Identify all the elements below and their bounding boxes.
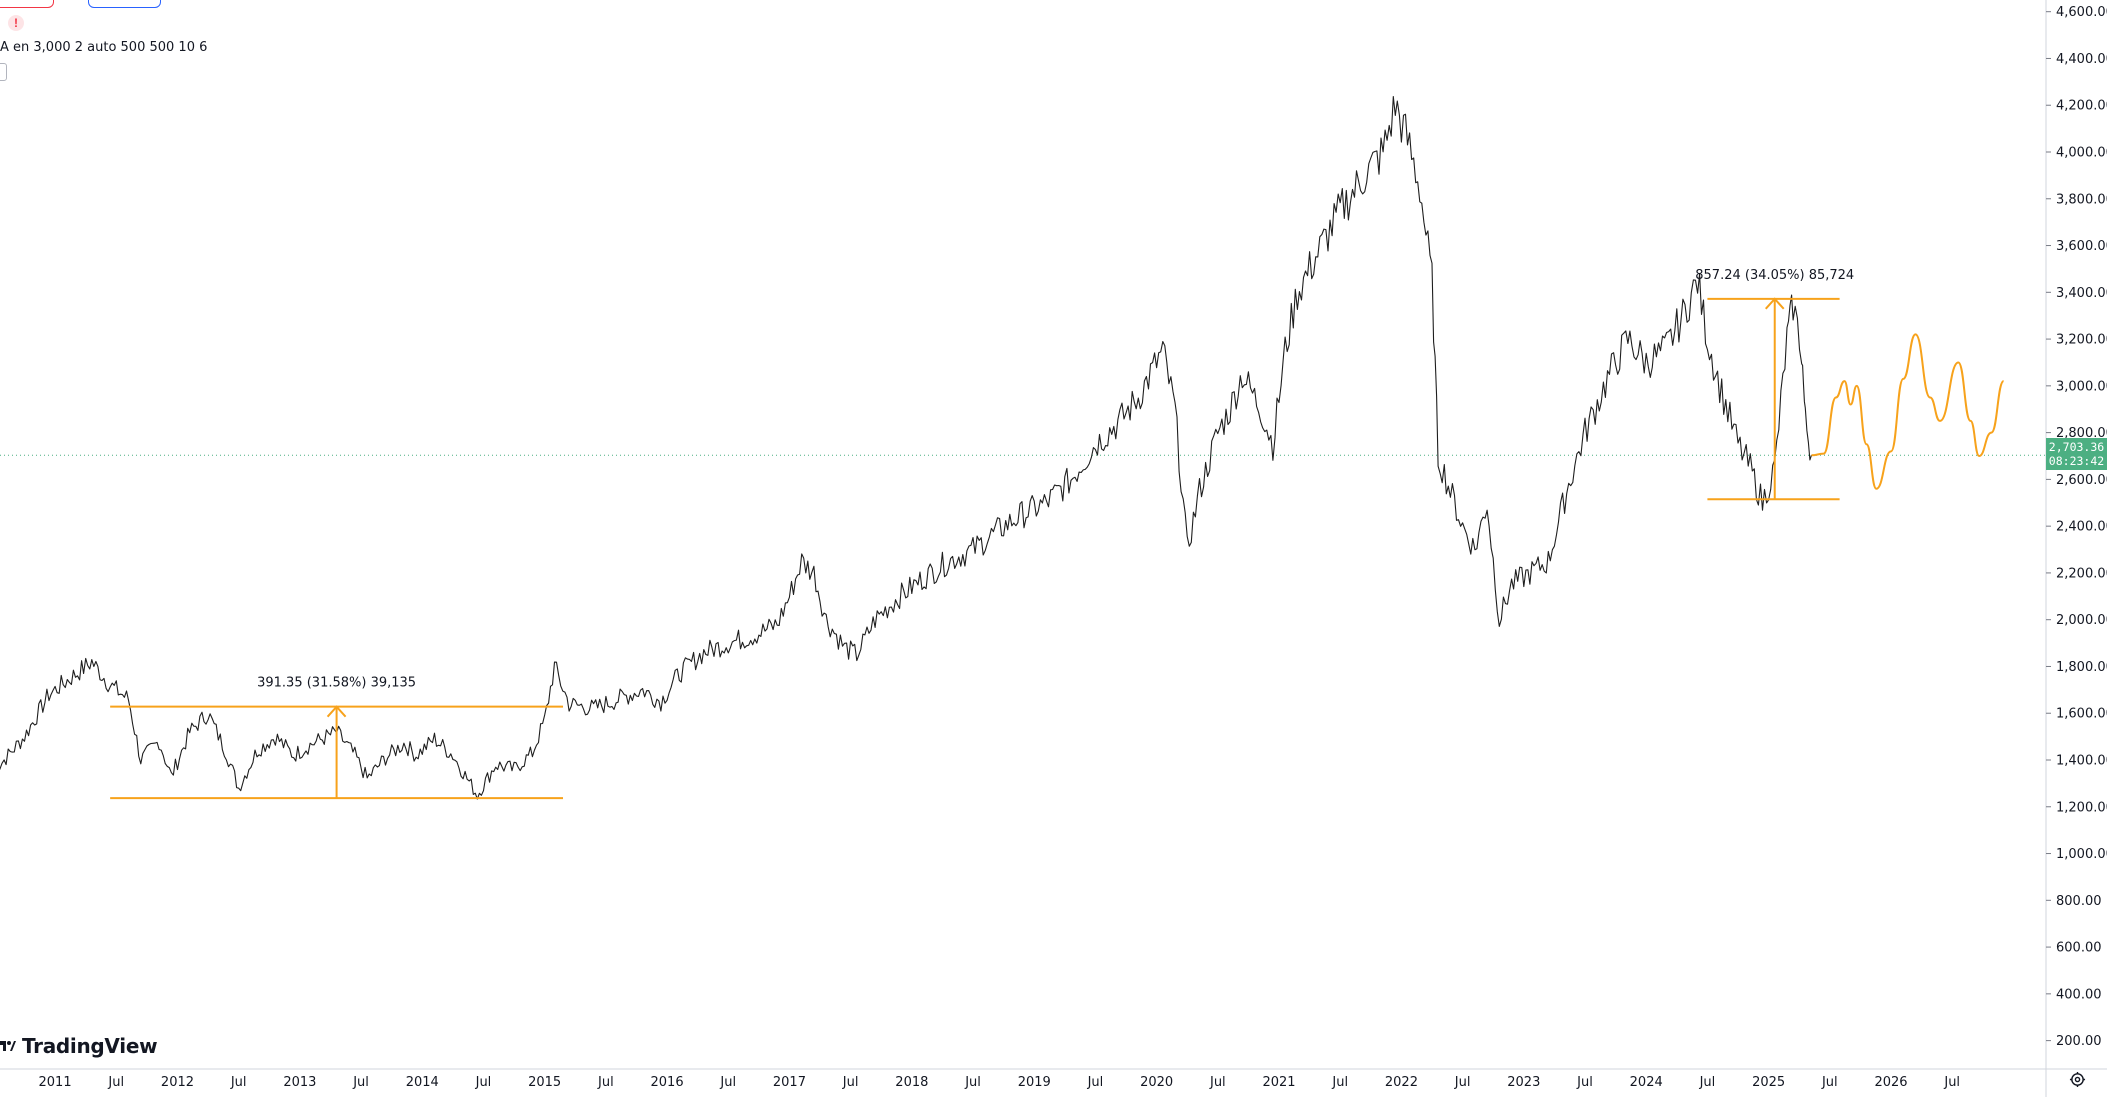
collapse-legend-button[interactable] [0, 63, 7, 81]
time-axis-label: Jul [1821, 1075, 1838, 1090]
time-axis-label: 2015 [528, 1075, 561, 1090]
price-axis-label: 3,200.00 [2056, 333, 2107, 348]
time-axis-label: Jul [352, 1075, 369, 1090]
time-axis-label: Jul [1331, 1075, 1348, 1090]
price-axis-label: 2,000.00 [2056, 613, 2107, 628]
price-axis-label: 4,200.00 [2056, 99, 2107, 114]
price-axis-label: 1,400.00 [2056, 754, 2107, 769]
time-axis-label: 2024 [1630, 1075, 1663, 1090]
price-axis-label: 1,000.00 [2056, 847, 2107, 862]
price-axis-label: 800.00 [2056, 894, 2102, 909]
price-axis-label: 3,800.00 [2056, 192, 2107, 207]
price-axis-label: 4,600.00 [2056, 5, 2107, 20]
measure-label: 391.35 (31.58%) 39,135 [257, 676, 416, 691]
time-axis-label: 2013 [283, 1075, 316, 1090]
last-price-badge: 2,703.36 08:23:42 [2046, 438, 2107, 470]
price-axis-label: 3,600.00 [2056, 239, 2107, 254]
sell-button[interactable] [0, 0, 54, 8]
time-axis-label: Jul [1087, 1075, 1104, 1090]
last-price-value: 2,703.36 [2048, 440, 2105, 454]
time-axis-label: Jul [597, 1075, 614, 1090]
settings-gear-icon[interactable] [2069, 1071, 2086, 1088]
time-axis-label: 2021 [1262, 1075, 1295, 1090]
tradingview-logo-icon [0, 1041, 16, 1051]
time-axis-label: 2014 [406, 1075, 439, 1090]
time-axis-label: 2012 [161, 1075, 194, 1090]
time-axis-label: Jul [842, 1075, 859, 1090]
time-axis-label: Jul [475, 1075, 492, 1090]
price-axis-label: 2,600.00 [2056, 473, 2107, 488]
buy-button[interactable] [88, 0, 161, 8]
time-axis-label: 2011 [39, 1075, 72, 1090]
time-axis-label: 2018 [895, 1075, 928, 1090]
price-axis-label: 3,400.00 [2056, 286, 2107, 301]
time-axis-label: 2023 [1507, 1075, 1540, 1090]
measure-arrow-head [1764, 297, 1785, 310]
alert-icon[interactable]: ! [8, 15, 24, 31]
measure-label: 857.24 (34.05%) 85,724 [1695, 268, 1854, 283]
measure-arrow-head [326, 705, 347, 718]
price-axis-label: 2,200.00 [2056, 566, 2107, 581]
price-axis-label: 3,000.00 [2056, 379, 2107, 394]
time-axis-label: 2022 [1385, 1075, 1418, 1090]
time-axis-label: 2017 [773, 1075, 806, 1090]
time-axis-label: 2025 [1752, 1075, 1785, 1090]
time-axis-label: Jul [1576, 1075, 1593, 1090]
indicator-legend[interactable]: A en 3,000 2 auto 500 500 10 6 [0, 40, 208, 55]
time-axis-label: 2016 [651, 1075, 684, 1090]
price-axis-label: 2,800.00 [2056, 426, 2107, 441]
price-axis-label: 600.00 [2056, 941, 2102, 956]
logo-text: TradingView [22, 1034, 158, 1058]
projection-curve [1811, 333, 2005, 490]
price-axis-label: 1,800.00 [2056, 660, 2107, 675]
bar-countdown: 08:23:42 [2048, 454, 2105, 468]
time-axis-label: Jul [107, 1075, 124, 1090]
tradingview-logo: TradingView [0, 1033, 158, 1059]
time-axis-label: Jul [1209, 1075, 1226, 1090]
price-axis-label: 1,200.00 [2056, 800, 2107, 815]
price-axis-label: 1,600.00 [2056, 707, 2107, 722]
time-axis-label: Jul [230, 1075, 247, 1090]
time-axis-label: 2019 [1018, 1075, 1051, 1090]
price-axis-label: 400.00 [2056, 987, 2102, 1002]
price-axis-label: 200.00 [2056, 1034, 2102, 1049]
price-axis-label: 4,400.00 [2056, 52, 2107, 67]
price-axis-label: 4,000.00 [2056, 146, 2107, 161]
time-axis-label: Jul [964, 1075, 981, 1090]
time-axis-label: Jul [1699, 1075, 1716, 1090]
time-axis-label: Jul [1943, 1075, 1960, 1090]
time-axis-label: Jul [719, 1075, 736, 1090]
time-axis-label: Jul [1454, 1075, 1471, 1090]
time-axis-label: 2020 [1140, 1075, 1173, 1090]
price-series-line [0, 95, 1812, 800]
time-axis-label: 2026 [1874, 1075, 1907, 1090]
price-axis-label: 2,400.00 [2056, 520, 2107, 535]
